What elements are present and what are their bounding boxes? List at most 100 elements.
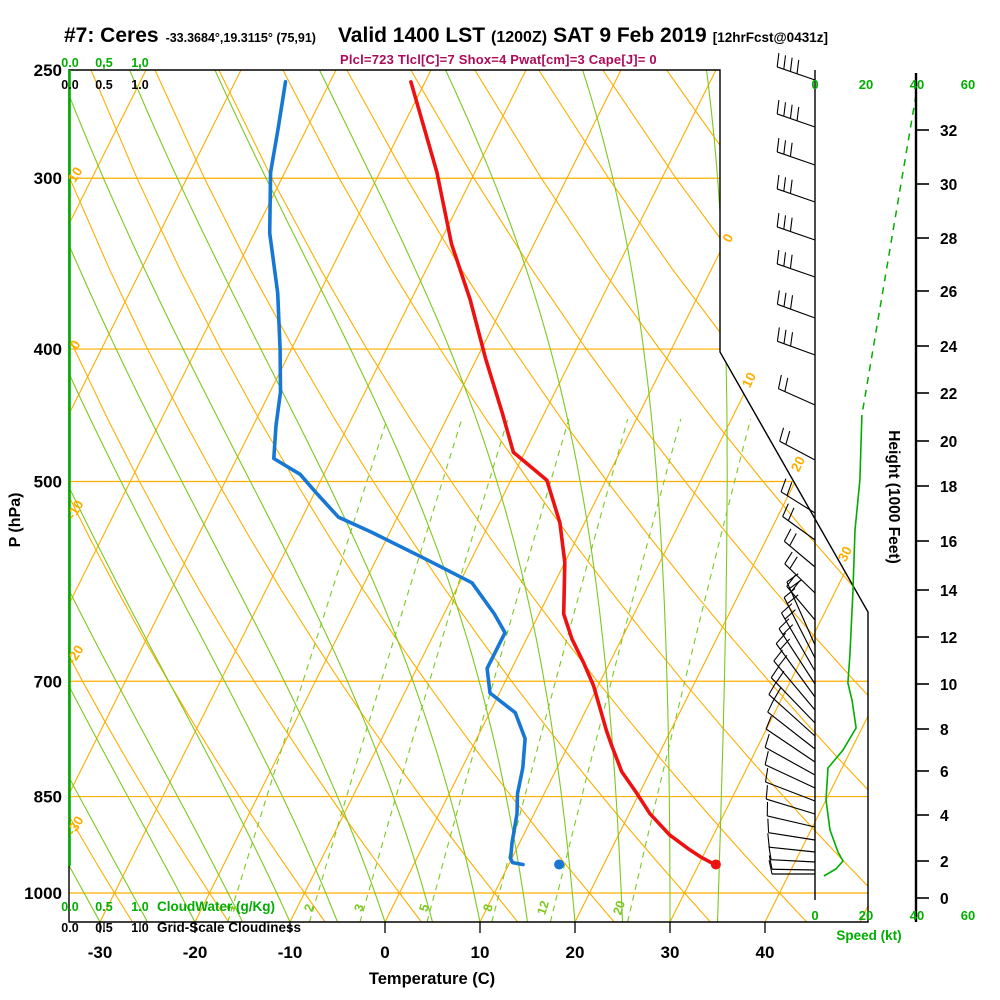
- wind-barb: [776, 327, 816, 356]
- temperature-tick-label: 10: [471, 943, 490, 962]
- moist-adiabat-line: [69, 70, 434, 922]
- isotherm-label: 30: [835, 544, 855, 564]
- valid-date: SAT 9 Feb 2019: [553, 24, 707, 47]
- wind-barb: [773, 649, 816, 711]
- wind-barb: [768, 855, 816, 871]
- moist-adiabat-line: [69, 70, 196, 922]
- mixing-ratio-label: 3: [351, 902, 366, 913]
- dry-adiabat-label: -30: [64, 813, 87, 837]
- height-tick-label: 24: [940, 339, 958, 356]
- height-tick-label: 10: [940, 677, 957, 694]
- dry-adiabat-line: [69, 70, 133, 922]
- plot-frame: [68, 69, 869, 923]
- height-tick-label: 14: [940, 583, 958, 600]
- height-tick-label: 30: [940, 177, 957, 194]
- pressure-tick-label: 700: [34, 672, 62, 691]
- sounding-parameters: Plcl=723 Tlcl[C]=7 Shox=4 Pwat[cm]=3 Cap…: [340, 52, 657, 67]
- speed-tick-label: 0: [811, 908, 818, 923]
- isotherm-line: [669, 70, 868, 922]
- height-tick-label: 12: [940, 630, 957, 647]
- cloudiness-legend-label: Grid-Scale Cloudiness: [157, 920, 301, 935]
- dry-adiabat-line: [858, 70, 868, 922]
- speed-axis-title: Speed (kt): [836, 928, 901, 943]
- mixing-ratio-line: [227, 418, 388, 922]
- isotherm-line: [859, 70, 868, 922]
- temperature-tick-label: -10: [278, 943, 303, 962]
- wind-barb: [786, 573, 816, 646]
- mixing-ratio-label: 2: [301, 902, 316, 913]
- wind-barb: [770, 665, 816, 724]
- isotherm-line: [69, 70, 147, 922]
- mixing-ratio-line: [549, 418, 682, 922]
- station-coords: -33.3684°,19.3115° (75,91): [165, 31, 316, 45]
- moist-adiabat-line: [582, 70, 671, 922]
- wind-barb: [783, 588, 816, 659]
- temperature-tick-label: 20: [566, 943, 585, 962]
- dry-adiabat-line: [69, 70, 230, 922]
- cloudiness-scale-label: 0.5: [95, 78, 112, 92]
- cloudiness-scale-label: 0.0: [61, 921, 78, 935]
- wind-barb: [784, 551, 816, 594]
- wind-barb: [781, 603, 816, 672]
- dry-adiabat-line: [538, 70, 868, 922]
- wind-barb: [779, 427, 816, 461]
- dry-adiabat-label: 10: [65, 164, 86, 185]
- forecast-tag: [12hrFcst@0431z]: [712, 30, 828, 45]
- surface-temperature-dot: [710, 859, 721, 870]
- temperature-tick-label: 30: [661, 943, 680, 962]
- height-tick-label: 6: [940, 764, 949, 781]
- wind-barb: [767, 818, 816, 841]
- mixing-ratio-line: [627, 418, 752, 922]
- mixing-ratio-label: 8: [480, 902, 495, 913]
- pressure-tick-label: 500: [34, 473, 62, 492]
- height-tick-label: 22: [940, 386, 957, 403]
- height-axis-title: Height (1000 Feet): [885, 430, 902, 564]
- temperature-tick-label: 40: [756, 943, 775, 962]
- wind-barb: [767, 699, 816, 750]
- dry-adiabat-line: [90, 70, 615, 922]
- wind-barb: [767, 833, 816, 853]
- temperature-tick-label: -30: [88, 943, 113, 962]
- dry-adiabat-line: [730, 70, 868, 922]
- temperature-axis-title: Temperature (C): [369, 970, 495, 988]
- wind-barb: [783, 528, 816, 568]
- wind-barb: [764, 733, 816, 776]
- pressure-axis-title: P (hPa): [7, 493, 24, 548]
- temperature-trace: [409, 80, 713, 865]
- wind-barb: [765, 785, 816, 815]
- mixing-ratio-label: 12: [534, 899, 552, 917]
- speed-profile-line-dashed: [861, 94, 917, 416]
- isotherm-line: [194, 70, 622, 922]
- isotherm-line: [764, 70, 868, 922]
- wind-barb: [776, 213, 816, 241]
- speed-tick-label: 40: [910, 77, 924, 92]
- speed-tick-label: 40: [910, 908, 924, 923]
- wind-barb: [776, 250, 816, 278]
- mixing-ratio-line: [359, 418, 509, 922]
- isotherm-line: [69, 70, 432, 922]
- speed-tick-label: 20: [859, 77, 873, 92]
- wind-barb: [768, 845, 816, 863]
- speed-tick-label: 0: [811, 77, 818, 92]
- dry-adiabat-line: [666, 70, 868, 922]
- cloudwater-legend-label: CloudWater (g/Kg): [157, 899, 275, 914]
- height-tick-label: 28: [940, 231, 958, 248]
- surface-dewpoint-dot: [554, 859, 565, 870]
- station-title: #7: Ceres: [64, 24, 159, 47]
- dry-adiabat-line: [346, 70, 868, 922]
- mixing-ratio-line: [491, 418, 629, 922]
- dewpoint-trace: [267, 80, 527, 867]
- cloudiness-scale-label: 1.0: [131, 78, 148, 92]
- mixing-ratio-label: 5: [416, 902, 431, 913]
- moist-adiabat-line: [69, 70, 386, 922]
- dry-adiabat-line: [282, 70, 868, 922]
- dry-adiabat-line: [218, 70, 808, 922]
- height-tick-label: 32: [940, 123, 957, 140]
- wind-barb: [778, 618, 816, 685]
- moist-adiabat-line: [69, 70, 339, 922]
- moist-adiabat-line: [214, 70, 529, 922]
- wind-barb: [766, 801, 816, 828]
- dry-adiabat-label: -10: [64, 497, 87, 521]
- height-tick-label: 8: [940, 722, 949, 739]
